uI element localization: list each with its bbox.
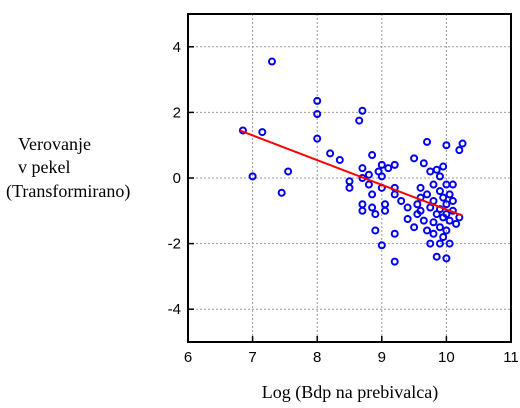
data-point bbox=[313, 96, 322, 105]
data-point bbox=[419, 159, 428, 168]
data-point bbox=[423, 226, 432, 235]
data-point bbox=[258, 128, 267, 137]
x-tick-label: 9 bbox=[378, 349, 386, 366]
y-tick-label: 4 bbox=[173, 39, 181, 56]
y-tick-label: 2 bbox=[173, 104, 181, 121]
y-tick-label: -4 bbox=[168, 301, 181, 318]
data-point bbox=[377, 160, 386, 169]
data-point bbox=[435, 187, 444, 196]
data-point bbox=[448, 180, 457, 189]
y-axis-label-line-3: (Transformirano) bbox=[6, 181, 130, 202]
data-point bbox=[426, 167, 435, 176]
data-point bbox=[355, 116, 364, 125]
plot-frame bbox=[187, 13, 512, 343]
data-point bbox=[429, 218, 438, 227]
x-tick-label: 6 bbox=[184, 349, 192, 366]
data-point bbox=[403, 215, 412, 223]
data-point bbox=[397, 196, 406, 205]
data-point bbox=[284, 167, 293, 176]
data-point bbox=[390, 257, 399, 266]
data-point bbox=[371, 210, 380, 219]
data-point bbox=[429, 229, 438, 238]
data-point bbox=[442, 180, 451, 189]
data-point bbox=[326, 149, 335, 158]
data-point bbox=[368, 203, 377, 212]
data-point bbox=[390, 190, 399, 199]
data-point bbox=[429, 180, 438, 189]
data-point bbox=[419, 216, 428, 225]
fit-line bbox=[239, 129, 463, 217]
data-point bbox=[416, 183, 425, 192]
data-point bbox=[390, 160, 399, 169]
x-tick-label: 8 bbox=[313, 349, 321, 366]
data-point bbox=[439, 162, 448, 171]
data-point bbox=[358, 106, 367, 115]
data-point bbox=[442, 141, 451, 150]
y-tick-label: 0 bbox=[173, 170, 181, 187]
data-point bbox=[377, 241, 386, 250]
data-point bbox=[358, 206, 367, 215]
data-point bbox=[364, 170, 373, 179]
fit-line-group bbox=[239, 129, 463, 217]
data-point bbox=[435, 239, 444, 248]
data-point bbox=[439, 233, 448, 242]
data-point bbox=[416, 206, 425, 215]
data-point bbox=[335, 155, 344, 164]
data-point bbox=[248, 172, 257, 181]
data-point bbox=[377, 172, 386, 181]
data-point bbox=[458, 139, 467, 148]
data-point bbox=[439, 193, 448, 202]
data-point bbox=[390, 229, 399, 238]
data-point bbox=[345, 183, 354, 192]
data-point bbox=[413, 200, 422, 209]
data-point bbox=[455, 146, 464, 155]
data-point bbox=[358, 164, 367, 173]
data-point bbox=[381, 206, 390, 215]
data-point bbox=[358, 200, 367, 209]
data-point bbox=[426, 203, 435, 212]
data-point bbox=[371, 226, 380, 235]
data-point bbox=[423, 137, 432, 146]
data-point bbox=[277, 188, 286, 197]
y-axis-label-line-2: v pekel bbox=[18, 157, 70, 177]
data-point bbox=[442, 210, 451, 219]
x-tick-label: 11 bbox=[503, 349, 519, 366]
data-points bbox=[238, 57, 467, 266]
data-point bbox=[448, 196, 457, 205]
data-point bbox=[442, 226, 451, 235]
data-point bbox=[313, 134, 322, 143]
data-point bbox=[452, 219, 461, 228]
data-point bbox=[432, 252, 441, 261]
data-point bbox=[364, 180, 373, 189]
data-point bbox=[410, 223, 419, 232]
data-point bbox=[384, 164, 393, 173]
data-point bbox=[423, 190, 432, 199]
data-point bbox=[426, 239, 435, 248]
y-axis-label-line-1: Verovanje bbox=[18, 134, 91, 154]
data-point bbox=[432, 165, 441, 174]
x-axis-label: Log (Bdp na prebivalca) bbox=[262, 382, 438, 403]
data-point bbox=[267, 57, 276, 66]
data-point bbox=[435, 223, 444, 232]
data-point bbox=[403, 203, 412, 212]
x-tick-label: 10 bbox=[438, 349, 455, 366]
data-point bbox=[410, 154, 419, 163]
data-point bbox=[442, 254, 451, 263]
data-point bbox=[368, 151, 377, 160]
x-tick-label: 7 bbox=[248, 349, 256, 366]
data-point bbox=[368, 190, 377, 199]
data-point bbox=[345, 177, 354, 186]
axis-ticks: 6 7 8 9 10 11 -4 -2 0 2 4 bbox=[168, 39, 519, 366]
data-point bbox=[381, 200, 390, 209]
data-point bbox=[445, 216, 454, 225]
data-point bbox=[445, 190, 454, 199]
y-tick-label: -2 bbox=[168, 236, 181, 253]
data-point bbox=[435, 172, 444, 181]
data-point bbox=[313, 110, 322, 119]
data-point bbox=[445, 239, 454, 248]
data-point bbox=[442, 200, 451, 209]
